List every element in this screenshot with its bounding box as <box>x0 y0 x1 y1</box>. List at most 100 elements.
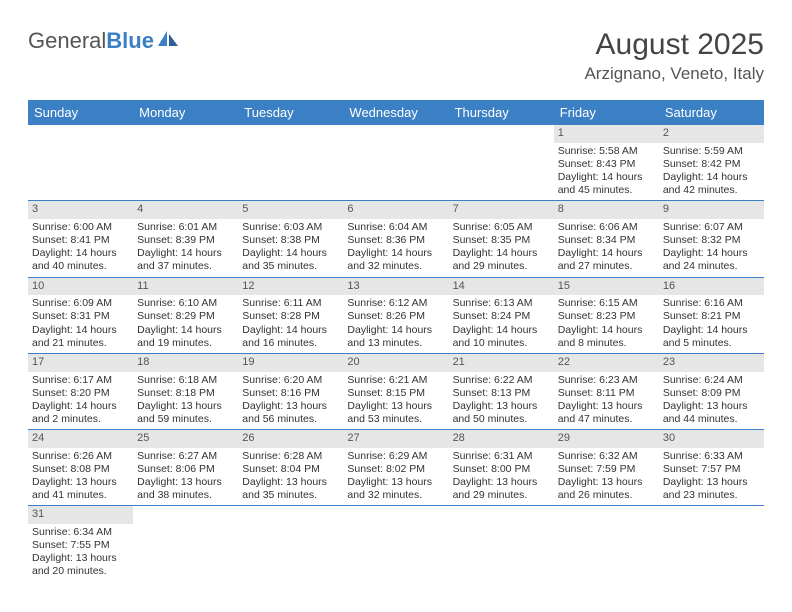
sunset-text: Sunset: 8:24 PM <box>453 310 550 323</box>
calendar-row: 1Sunrise: 5:58 AMSunset: 8:43 PMDaylight… <box>28 125 764 201</box>
daylight2-text: and 26 minutes. <box>558 489 655 502</box>
daylight2-text: and 35 minutes. <box>242 489 339 502</box>
sunrise-text: Sunrise: 6:11 AM <box>242 297 339 310</box>
day-number: 31 <box>28 506 133 524</box>
sunset-text: Sunset: 8:39 PM <box>137 234 234 247</box>
sunset-text: Sunset: 8:23 PM <box>558 310 655 323</box>
calendar-cell <box>133 125 238 200</box>
daylight1-text: Daylight: 14 hours <box>347 247 444 260</box>
daylight1-text: Daylight: 13 hours <box>558 400 655 413</box>
sunrise-text: Sunrise: 6:27 AM <box>137 450 234 463</box>
sunrise-text: Sunrise: 6:23 AM <box>558 374 655 387</box>
calendar-cell: 30Sunrise: 6:33 AMSunset: 7:57 PMDayligh… <box>659 430 764 505</box>
sunset-text: Sunset: 8:41 PM <box>32 234 129 247</box>
sunrise-text: Sunrise: 6:17 AM <box>32 374 129 387</box>
daylight2-text: and 53 minutes. <box>347 413 444 426</box>
day-number: 19 <box>238 354 343 372</box>
sunset-text: Sunset: 8:18 PM <box>137 387 234 400</box>
day-number: 13 <box>343 278 448 296</box>
calendar-cell: 18Sunrise: 6:18 AMSunset: 8:18 PMDayligh… <box>133 354 238 429</box>
sunset-text: Sunset: 8:04 PM <box>242 463 339 476</box>
weekday-header: Thursday <box>449 100 554 125</box>
sunrise-text: Sunrise: 6:22 AM <box>453 374 550 387</box>
sunset-text: Sunset: 8:43 PM <box>558 158 655 171</box>
daylight2-text: and 29 minutes. <box>453 260 550 273</box>
day-number: 26 <box>238 430 343 448</box>
day-number: 5 <box>238 201 343 219</box>
daylight2-text: and 20 minutes. <box>32 565 129 578</box>
sunset-text: Sunset: 8:16 PM <box>242 387 339 400</box>
calendar-cell <box>554 506 659 581</box>
calendar-cell <box>133 506 238 581</box>
logo-text-2: Blue <box>106 28 154 54</box>
day-number: 15 <box>554 278 659 296</box>
sunrise-text: Sunrise: 6:03 AM <box>242 221 339 234</box>
daylight1-text: Daylight: 13 hours <box>663 400 760 413</box>
daylight2-text: and 47 minutes. <box>558 413 655 426</box>
daylight1-text: Daylight: 14 hours <box>453 324 550 337</box>
sunrise-text: Sunrise: 6:07 AM <box>663 221 760 234</box>
daylight1-text: Daylight: 14 hours <box>347 324 444 337</box>
daylight2-text: and 35 minutes. <box>242 260 339 273</box>
daylight2-text: and 19 minutes. <box>137 337 234 350</box>
sunset-text: Sunset: 8:21 PM <box>663 310 760 323</box>
day-number: 22 <box>554 354 659 372</box>
day-number: 17 <box>28 354 133 372</box>
sunrise-text: Sunrise: 6:20 AM <box>242 374 339 387</box>
calendar-cell: 3Sunrise: 6:00 AMSunset: 8:41 PMDaylight… <box>28 201 133 276</box>
day-number: 2 <box>659 125 764 143</box>
day-number: 10 <box>28 278 133 296</box>
calendar-cell: 21Sunrise: 6:22 AMSunset: 8:13 PMDayligh… <box>449 354 554 429</box>
daylight2-text: and 8 minutes. <box>558 337 655 350</box>
sunset-text: Sunset: 7:57 PM <box>663 463 760 476</box>
calendar-cell <box>238 125 343 200</box>
title-block: August 2025 Arzignano, Veneto, Italy <box>584 28 764 84</box>
sunrise-text: Sunrise: 6:12 AM <box>347 297 444 310</box>
daylight2-text: and 27 minutes. <box>558 260 655 273</box>
calendar-cell: 23Sunrise: 6:24 AMSunset: 8:09 PMDayligh… <box>659 354 764 429</box>
daylight2-text: and 21 minutes. <box>32 337 129 350</box>
calendar-cell: 20Sunrise: 6:21 AMSunset: 8:15 PMDayligh… <box>343 354 448 429</box>
sunrise-text: Sunrise: 6:15 AM <box>558 297 655 310</box>
sunset-text: Sunset: 8:29 PM <box>137 310 234 323</box>
weekday-header: Wednesday <box>343 100 448 125</box>
daylight2-text: and 32 minutes. <box>347 489 444 502</box>
day-number: 8 <box>554 201 659 219</box>
calendar-cell <box>449 125 554 200</box>
day-number: 7 <box>449 201 554 219</box>
day-number: 20 <box>343 354 448 372</box>
calendar-cell: 10Sunrise: 6:09 AMSunset: 8:31 PMDayligh… <box>28 278 133 353</box>
daylight1-text: Daylight: 14 hours <box>242 247 339 260</box>
day-number: 30 <box>659 430 764 448</box>
weekday-header: Tuesday <box>238 100 343 125</box>
calendar-cell: 31Sunrise: 6:34 AMSunset: 7:55 PMDayligh… <box>28 506 133 581</box>
sunrise-text: Sunrise: 6:05 AM <box>453 221 550 234</box>
daylight1-text: Daylight: 13 hours <box>558 476 655 489</box>
day-number: 9 <box>659 201 764 219</box>
location-text: Arzignano, Veneto, Italy <box>584 64 764 84</box>
daylight1-text: Daylight: 13 hours <box>663 476 760 489</box>
daylight1-text: Daylight: 14 hours <box>663 324 760 337</box>
daylight1-text: Daylight: 14 hours <box>558 171 655 184</box>
calendar-cell: 24Sunrise: 6:26 AMSunset: 8:08 PMDayligh… <box>28 430 133 505</box>
sunrise-text: Sunrise: 5:58 AM <box>558 145 655 158</box>
daylight2-text: and 16 minutes. <box>242 337 339 350</box>
sunset-text: Sunset: 8:08 PM <box>32 463 129 476</box>
daylight1-text: Daylight: 14 hours <box>137 324 234 337</box>
sunset-text: Sunset: 8:32 PM <box>663 234 760 247</box>
daylight2-text: and 42 minutes. <box>663 184 760 197</box>
sunrise-text: Sunrise: 6:06 AM <box>558 221 655 234</box>
sunrise-text: Sunrise: 6:28 AM <box>242 450 339 463</box>
sunrise-text: Sunrise: 6:10 AM <box>137 297 234 310</box>
calendar-cell: 4Sunrise: 6:01 AMSunset: 8:39 PMDaylight… <box>133 201 238 276</box>
calendar-cell: 14Sunrise: 6:13 AMSunset: 8:24 PMDayligh… <box>449 278 554 353</box>
calendar-cell: 13Sunrise: 6:12 AMSunset: 8:26 PMDayligh… <box>343 278 448 353</box>
sunset-text: Sunset: 8:26 PM <box>347 310 444 323</box>
sunset-text: Sunset: 8:02 PM <box>347 463 444 476</box>
daylight2-text: and 45 minutes. <box>558 184 655 197</box>
daylight2-text: and 23 minutes. <box>663 489 760 502</box>
sunrise-text: Sunrise: 6:09 AM <box>32 297 129 310</box>
sunrise-text: Sunrise: 6:04 AM <box>347 221 444 234</box>
daylight2-text: and 32 minutes. <box>347 260 444 273</box>
daylight1-text: Daylight: 14 hours <box>32 247 129 260</box>
